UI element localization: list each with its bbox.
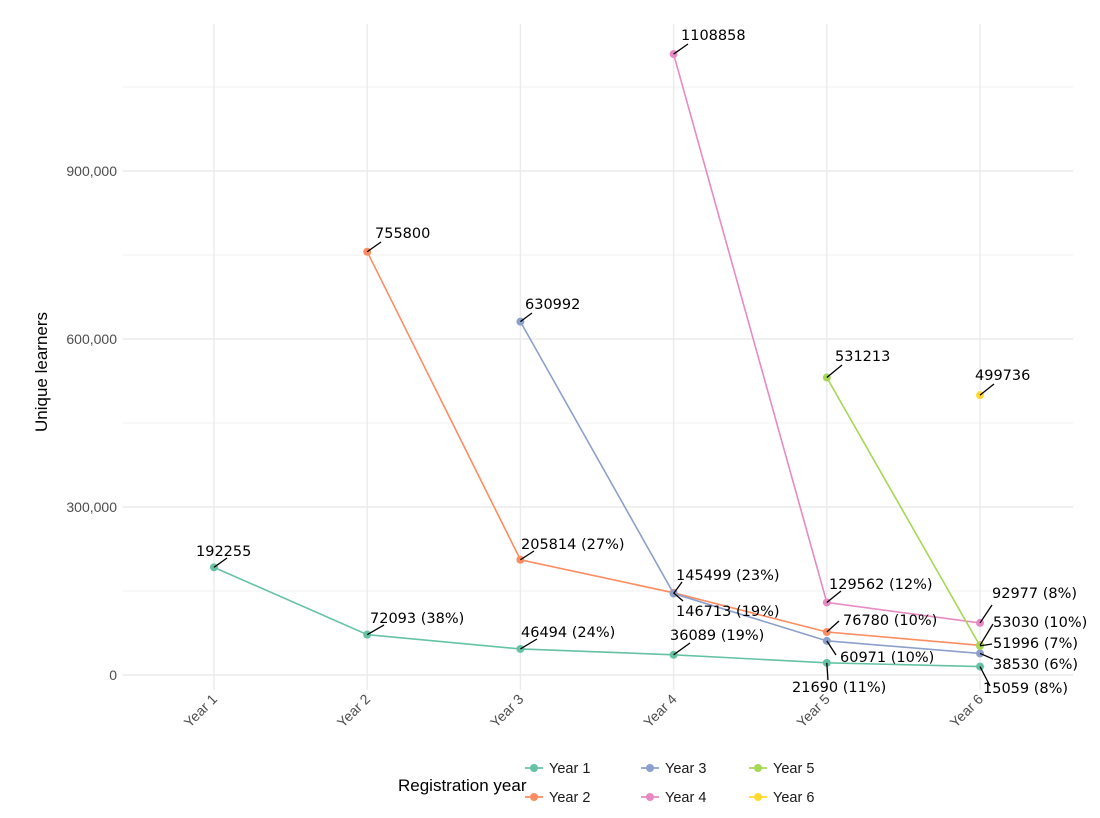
legend-item-year-1: Year 1: [525, 761, 590, 777]
data-label: 146713 (19%): [676, 604, 780, 620]
x-tick-label: Year 4: [640, 691, 680, 731]
label-leader-line: [826, 590, 842, 603]
y-tick-label: 0: [109, 667, 117, 683]
data-label: 60971 (10%): [840, 650, 934, 666]
legend-key-point: [646, 793, 654, 801]
data-label: 755800: [375, 226, 430, 242]
label-leader-line: [979, 623, 994, 646]
data-label: 15059 (8%): [983, 681, 1068, 697]
data-label: 72093 (38%): [370, 611, 464, 627]
series-line: [213, 566, 981, 668]
label-leader-line: [826, 364, 843, 379]
x-axis-ticks: Year 1 Year 2 Year 3 Year 4 Year 5 Year 6: [181, 691, 987, 731]
label-leader-line: [826, 662, 829, 681]
legend-label: Year 1: [549, 761, 590, 777]
y-tick-label: 300,000: [66, 499, 117, 515]
data-label: 53030 (10%): [993, 615, 1087, 631]
legend-key-point: [646, 764, 654, 772]
legend-key-point: [530, 764, 538, 772]
label-leader-line: [826, 620, 840, 633]
label-leader-line: [520, 550, 535, 561]
label-leader-line: [673, 581, 683, 594]
data-label: 145499 (23%): [676, 568, 780, 584]
series-line: [519, 321, 981, 655]
legend-title: Registration year: [398, 776, 527, 795]
label-leader-line: [673, 43, 689, 55]
legend-item-year-6: Year 6: [749, 790, 814, 806]
series-line: [826, 377, 981, 647]
label-leader-line: [366, 624, 385, 636]
data-label: 129562 (12%): [829, 577, 933, 593]
data-label: 51996 (7%): [993, 636, 1078, 652]
data-labels: 192255 72093 (38%) 46494 (24%) 36089 (19%) 2…: [196, 28, 1087, 697]
label-leader-line: [979, 666, 991, 687]
y-tick-label: 900,000: [66, 163, 117, 179]
legend-label: Year 3: [665, 761, 706, 777]
data-label: 46494 (24%): [521, 625, 615, 641]
x-tick-label: Year 2: [334, 691, 374, 731]
x-tick-label: Year 1: [181, 691, 221, 731]
label-leader-line: [520, 312, 533, 323]
data-label: 92977 (8%): [992, 586, 1077, 602]
legend-label: Year 2: [549, 790, 590, 806]
data-label: 192255: [196, 544, 251, 560]
x-tick-label: Year 3: [487, 691, 527, 731]
data-label: 36089 (19%): [670, 628, 764, 644]
data-label: 531213: [835, 349, 890, 365]
y-axis-ticks: 0 300,000 600,000 900,000: [66, 163, 117, 683]
y-axis-title: Unique learners: [32, 312, 51, 432]
data-label: 21690 (11%): [792, 680, 886, 696]
x-tick-label: Year 6: [947, 691, 987, 731]
label-leader-line: [979, 643, 993, 647]
label-leader-line: [520, 638, 538, 650]
label-leader-line: [979, 652, 994, 660]
label-leader-line: [673, 642, 691, 656]
label-leader-line: [213, 557, 228, 568]
label-leader-line: [979, 383, 995, 396]
series-year-5: [822, 373, 984, 650]
legend-item-year-2: Year 2: [525, 790, 590, 806]
label-leader-line: [673, 592, 684, 602]
legend-item-year-3: Year 3: [641, 761, 706, 777]
label-leader-line: [826, 640, 837, 656]
data-label: 630992: [525, 297, 580, 313]
y-tick-label: 600,000: [66, 331, 117, 347]
label-leader-line: [366, 241, 382, 253]
x-tick-label: Year 5: [793, 691, 833, 731]
legend-key-point: [754, 764, 762, 772]
data-label: 499736: [975, 368, 1030, 384]
legend-label: Year 6: [773, 790, 814, 806]
legend-label: Year 4: [665, 790, 706, 806]
data-label: 205814 (27%): [521, 537, 625, 553]
legend-key-point: [754, 793, 762, 801]
data-label: 76780 (10%): [843, 613, 937, 629]
data-label: 1108858: [681, 28, 746, 44]
legend: Registration year Year 1 Year 2 Year 3 Year…: [398, 761, 814, 806]
label-leader-line: [979, 604, 993, 624]
legend-label: Year 5: [773, 761, 814, 777]
legend-item-year-4: Year 4: [641, 790, 706, 806]
legend-item-year-5: Year 5: [749, 761, 814, 777]
gridlines: [123, 24, 1073, 690]
data-label: 38530 (6%): [993, 657, 1078, 673]
legend-key-point: [530, 793, 538, 801]
